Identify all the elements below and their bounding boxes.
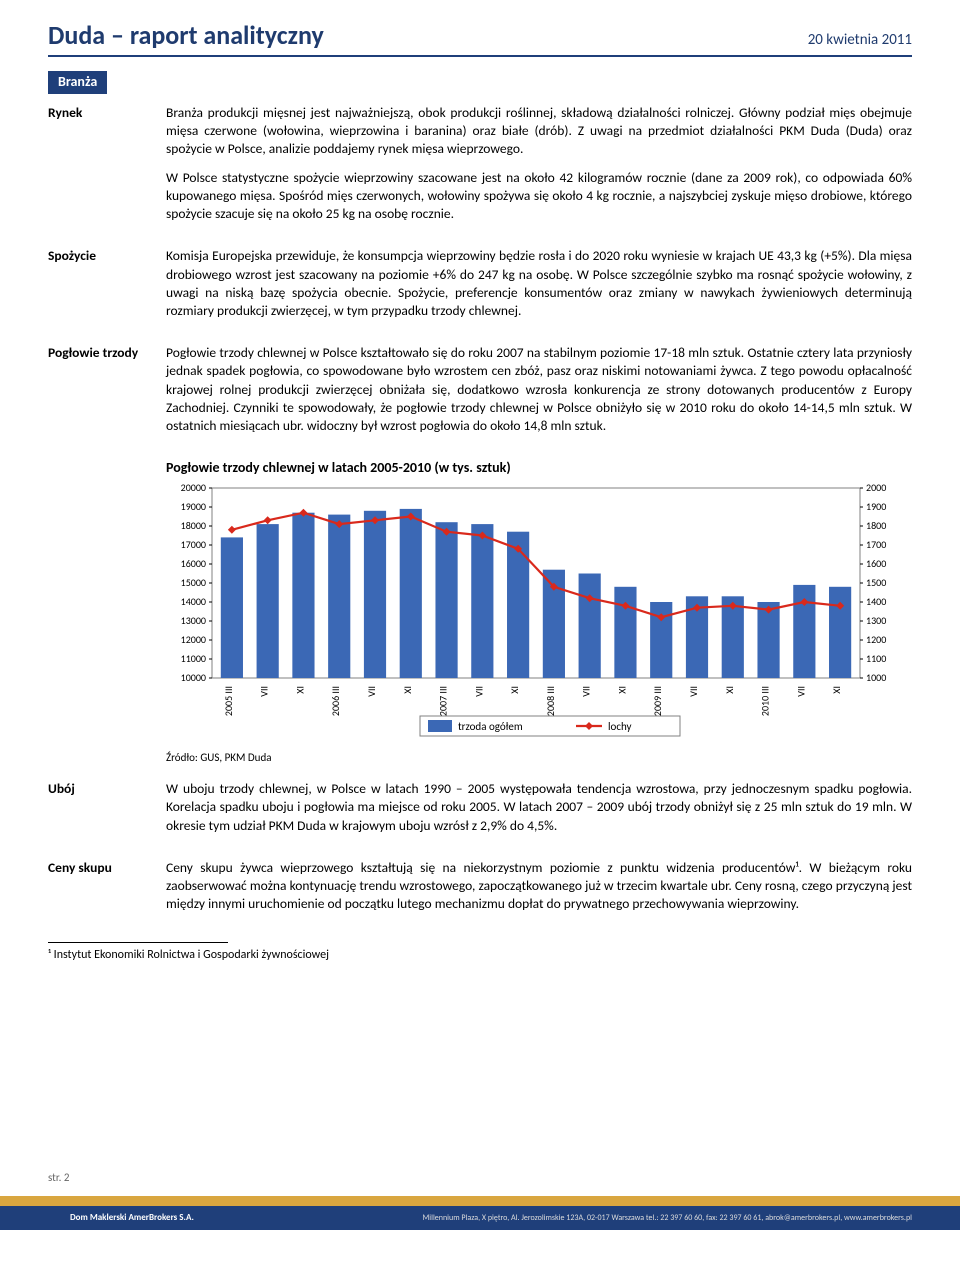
text-spozycie: Komisja Europejska przewiduje, że konsum… <box>166 247 912 330</box>
svg-text:VII: VII <box>258 686 271 697</box>
label-ceny: Ceny skupu <box>48 859 166 924</box>
svg-text:VII: VII <box>794 686 807 697</box>
text-uboj: W uboju trzody chlewnej, w Polsce w lata… <box>166 780 912 845</box>
svg-text:VII: VII <box>580 686 593 697</box>
svg-text:13000: 13000 <box>181 614 206 627</box>
svg-text:15000: 15000 <box>181 576 206 589</box>
paragraph: W uboju trzody chlewnej, w Polsce w lata… <box>166 780 912 835</box>
svg-text:18000: 18000 <box>181 519 206 532</box>
svg-text:VII: VII <box>687 686 700 697</box>
svg-text:XI: XI <box>615 686 628 694</box>
chart-container: 10000 11000 12000 13000 14000 15000 16000 17000… <box>166 482 912 747</box>
svg-text:XI: XI <box>293 686 306 694</box>
label-poglowie: Pogłowie trzody <box>48 344 166 445</box>
svg-text:12000: 12000 <box>181 633 206 646</box>
svg-text:2006 III: 2006 III <box>329 686 342 716</box>
svg-text:VII: VII <box>365 686 378 697</box>
svg-text:1100: 1100 <box>866 652 886 665</box>
label-rynek: Rynek <box>48 104 166 233</box>
svg-text:1500: 1500 <box>866 576 886 589</box>
svg-text:1900: 1900 <box>866 500 886 513</box>
label-uboj: Ubój <box>48 780 166 845</box>
footer-address: Millennium Plaza, X piętro, Al. Jerozoli… <box>422 1213 912 1224</box>
footnote: ¹ Instytut Ekonomiki Rolnictwa i Gospoda… <box>48 947 912 963</box>
chart-title: Pogłowie trzody chlewnej w latach 2005-2… <box>166 459 912 478</box>
svg-text:1000: 1000 <box>866 671 886 684</box>
row-ceny: Ceny skupu Ceny skupu żywca wieprzowego … <box>48 859 912 924</box>
paragraph: Branża produkcji mięsnej jest najważniej… <box>166 104 912 159</box>
row-spozycie: Spożycie Komisja Europejska przewiduje, … <box>48 247 912 330</box>
paragraph: W Polsce statystyczne spożycie wieprzowi… <box>166 169 912 224</box>
section-label: Branża <box>48 71 107 94</box>
text-poglowie: Pogłowie trzody chlewnej w Polsce kształ… <box>166 344 912 445</box>
svg-text:VII: VII <box>472 686 485 697</box>
svg-text:19000: 19000 <box>181 500 206 513</box>
label-spozycie: Spożycie <box>48 247 166 330</box>
footnote-separator <box>48 942 228 943</box>
svg-text:XI: XI <box>508 686 521 694</box>
row-rynek: Rynek Branża produkcji mięsnej jest najw… <box>48 104 912 233</box>
svg-text:16000: 16000 <box>181 557 206 570</box>
svg-text:XI: XI <box>723 686 736 694</box>
svg-text:1300: 1300 <box>866 614 886 627</box>
svg-text:1400: 1400 <box>866 595 886 608</box>
page-header: Duda – raport analityczny 20 kwietnia 20… <box>48 18 912 57</box>
svg-text:11000: 11000 <box>181 652 206 665</box>
svg-text:2010 III: 2010 III <box>759 686 772 716</box>
svg-text:trzoda ogółem: trzoda ogółem <box>458 720 523 733</box>
svg-text:2007 III: 2007 III <box>437 686 450 716</box>
report-date: 20 kwietnia 2011 <box>808 30 912 50</box>
svg-text:2000: 2000 <box>866 482 886 494</box>
report-title: Duda – raport analityczny <box>48 18 324 53</box>
svg-text:14000: 14000 <box>181 595 206 608</box>
row-poglowie: Pogłowie trzody Pogłowie trzody chlewnej… <box>48 344 912 445</box>
svg-text:XI: XI <box>401 686 414 694</box>
svg-text:2009 III: 2009 III <box>651 686 664 716</box>
footer-broker-name: Dom Maklerski AmerBrokers S.A. <box>70 1212 194 1224</box>
text-ceny: Ceny skupu żywca wieprzowego kształtują … <box>166 859 912 924</box>
svg-text:17000: 17000 <box>181 538 206 551</box>
svg-text:2005 III: 2005 III <box>222 686 235 716</box>
svg-text:XI: XI <box>830 686 843 694</box>
svg-text:1600: 1600 <box>866 557 886 570</box>
row-uboj: Ubój W uboju trzody chlewnej, w Polsce w… <box>48 780 912 845</box>
footer-navy-stripe: Dom Maklerski AmerBrokers S.A. Millenniu… <box>0 1206 960 1230</box>
text-rynek: Branża produkcji mięsnej jest najważniej… <box>166 104 912 233</box>
paragraph: Pogłowie trzody chlewnej w Polsce kształ… <box>166 344 912 435</box>
paragraph: Komisja Europejska przewiduje, że konsum… <box>166 247 912 320</box>
svg-text:1800: 1800 <box>866 519 886 532</box>
svg-text:10000: 10000 <box>181 671 206 684</box>
page: Duda – raport analityczny 20 kwietnia 20… <box>0 0 960 1230</box>
page-number: str. 2 <box>48 1171 69 1186</box>
footer: Dom Maklerski AmerBrokers S.A. Millenniu… <box>0 1196 960 1230</box>
svg-text:lochy: lochy <box>608 720 632 733</box>
chart-source: Źródło: GUS, PKM Duda <box>166 751 912 766</box>
svg-text:2008 III: 2008 III <box>544 686 557 716</box>
paragraph: Ceny skupu żywca wieprzowego kształtują … <box>166 859 912 914</box>
svg-text:20000: 20000 <box>181 482 206 494</box>
svg-text:1700: 1700 <box>866 538 886 551</box>
svg-text:1200: 1200 <box>866 633 886 646</box>
chart-svg: 10000 11000 12000 13000 14000 15000 16000 17000… <box>166 482 906 742</box>
